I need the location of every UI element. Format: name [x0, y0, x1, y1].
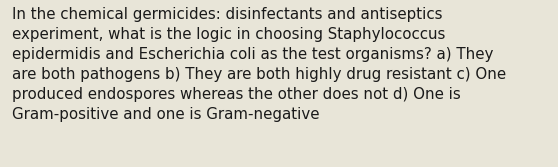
Text: In the chemical germicides: disinfectants and antiseptics
experiment, what is th: In the chemical germicides: disinfectant…	[12, 7, 507, 122]
